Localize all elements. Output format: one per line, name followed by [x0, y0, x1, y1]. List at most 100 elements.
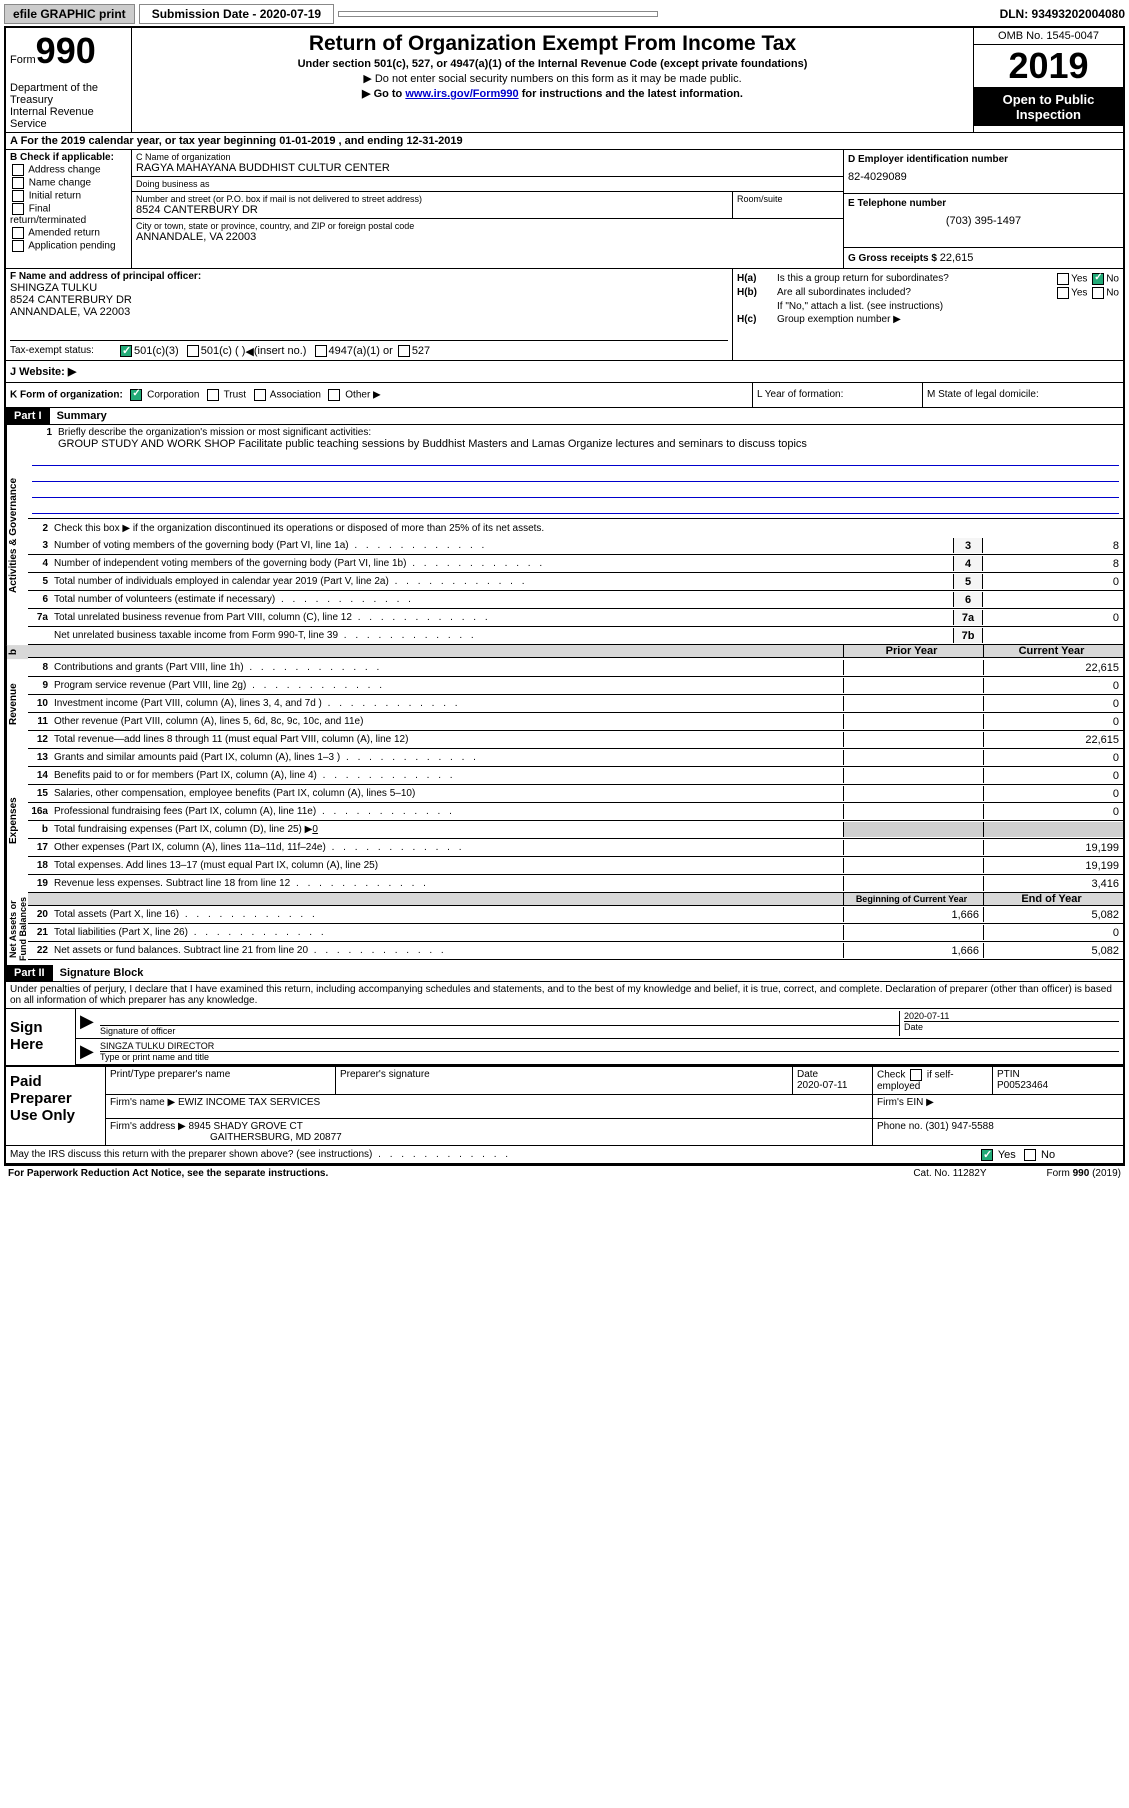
officer-city: ANNANDALE, VA 22003 [10, 306, 728, 318]
chk-assoc[interactable] [254, 389, 266, 401]
g-label: G Gross receipts $ [848, 253, 940, 264]
chk-501c[interactable] [187, 345, 199, 357]
row-klm: K Form of organization: Corporation Trus… [6, 383, 1123, 408]
instr-1: Do not enter social security numbers on … [136, 72, 969, 85]
org-name: RAGYA MAHAYANA BUDDHIST CULTUR CENTER [136, 162, 839, 174]
line-7b: Net unrelated business taxable income fr… [54, 630, 953, 641]
c13: 0 [983, 750, 1123, 765]
sign-here-section: Sign Here ▶ Signature of officer 2020-07… [6, 1009, 1123, 1065]
hc-label: H(c) [737, 314, 777, 325]
line-10: Investment income (Part VIII, column (A)… [54, 698, 843, 709]
val-7a: 0 [983, 610, 1123, 625]
line-9: Program service revenue (Part VIII, line… [54, 680, 843, 691]
officer-name-title: SINGZA TULKU DIRECTOR [100, 1041, 1119, 1051]
vtab-revenue: Revenue [6, 659, 28, 749]
main-title: Return of Organization Exempt From Incom… [136, 32, 969, 56]
paid-preparer-label: Paid Preparer Use Only [6, 1067, 106, 1145]
prior-year-hdr: Prior Year [843, 645, 983, 657]
chk-trust[interactable] [207, 389, 219, 401]
ha-no[interactable] [1092, 273, 1104, 285]
discuss-question: May the IRS discuss this return with the… [10, 1149, 979, 1160]
department: Department of the TreasuryInternal Reven… [10, 82, 127, 130]
firm-ein-label: Firm's EIN ▶ [873, 1095, 1123, 1118]
ptin-value: P00523464 [997, 1080, 1119, 1091]
form-main: Form990 Department of the TreasuryIntern… [4, 26, 1125, 1165]
b20: 1,666 [843, 907, 983, 922]
chk-app-pending[interactable]: Application pending [10, 240, 127, 252]
firm-phone: (301) 947-5588 [925, 1121, 993, 1132]
chk-name-change[interactable]: Name change [10, 177, 127, 189]
f-label: F Name and address of principal officer: [10, 271, 728, 282]
hb-yes[interactable] [1057, 287, 1069, 299]
year-formation: L Year of formation: [753, 383, 923, 407]
room-suite-label: Room/suite [733, 192, 843, 218]
c8: 22,615 [983, 660, 1123, 675]
line-1: Briefly describe the organization's miss… [58, 427, 1119, 438]
chk-other[interactable] [328, 389, 340, 401]
city-label: City or town, state or province, country… [136, 221, 839, 231]
b21 [843, 925, 983, 940]
line-3: Number of voting members of the governin… [54, 540, 953, 551]
omb-number: OMB No. 1545-0047 [974, 28, 1123, 45]
prep-date-label: Date [797, 1069, 868, 1080]
c15: 0 [983, 786, 1123, 801]
chk-527[interactable] [398, 345, 410, 357]
footer-right: Form 990 (2019) [1047, 1168, 1121, 1179]
sig-arrow-icon-2: ▶ [80, 1041, 100, 1062]
instr-2: ▶ Go to www.irs.gov/Form990 for instruct… [136, 87, 969, 100]
chk-amended[interactable]: Amended return [10, 227, 127, 239]
ha-label: H(a) [737, 273, 777, 285]
discuss-no[interactable] [1024, 1149, 1036, 1161]
top-bar: efile GRAPHIC print Submission Date - 20… [4, 4, 1125, 24]
section-fh: F Name and address of principal officer:… [6, 269, 1123, 361]
date-label: Date [904, 1021, 1119, 1032]
footer-mid: Cat. No. 11282Y [913, 1168, 986, 1179]
open-public: Open to Public Inspection [974, 88, 1123, 126]
form-label: Form [10, 54, 36, 66]
val-5: 0 [983, 574, 1123, 589]
chk-final-return[interactable]: Final return/terminated [10, 203, 127, 226]
irs-link[interactable]: www.irs.gov/Form990 [405, 88, 518, 100]
chk-corp[interactable] [130, 389, 142, 401]
line-11: Other revenue (Part VIII, column (A), li… [54, 716, 843, 727]
chk-4947[interactable] [315, 345, 327, 357]
chk-self-employed[interactable] [910, 1069, 922, 1081]
chk-address-change[interactable]: Address change [10, 164, 127, 176]
hb-no[interactable] [1092, 287, 1104, 299]
line-16b: Total fundraising expenses (Part IX, col… [54, 824, 843, 835]
line-22: Net assets or fund balances. Subtract li… [54, 945, 843, 956]
b22: 1,666 [843, 943, 983, 958]
ein-value: 82-4029089 [848, 171, 1119, 183]
ha-yes[interactable] [1057, 273, 1069, 285]
line-16a: Professional fundraising fees (Part IX, … [54, 806, 843, 817]
hb-label: H(b) [737, 287, 777, 299]
addr-label: Number and street (or P.O. box if mail i… [136, 194, 728, 204]
submission-date: Submission Date - 2020-07-19 [139, 4, 334, 24]
c17: 19,199 [983, 840, 1123, 855]
line-8: Contributions and grants (Part VIII, lin… [54, 662, 843, 673]
e22: 5,082 [983, 943, 1123, 958]
footer-left: For Paperwork Reduction Act Notice, see … [8, 1168, 328, 1179]
c-name-label: C Name of organization [136, 152, 839, 162]
c12: 22,615 [983, 732, 1123, 747]
line-19: Revenue less expenses. Subtract line 18 … [54, 878, 843, 889]
state-domicile: M State of legal domicile: [923, 383, 1123, 407]
chk-501c3[interactable] [120, 345, 132, 357]
paid-preparer-section: Paid Preparer Use Only Print/Type prepar… [6, 1065, 1123, 1145]
c10: 0 [983, 696, 1123, 711]
prep-date-value: 2020-07-11 [797, 1080, 868, 1091]
line-4: Number of independent voting members of … [54, 558, 953, 569]
ptin-label: PTIN [997, 1069, 1119, 1080]
vtab-gray1: b [6, 645, 28, 659]
chk-initial-return[interactable]: Initial return [10, 190, 127, 202]
efile-btn[interactable]: efile GRAPHIC print [4, 4, 135, 24]
discuss-yes[interactable] [981, 1149, 993, 1161]
end-year-hdr: End of Year [983, 893, 1123, 905]
line-18: Total expenses. Add lines 13–17 (must eq… [54, 860, 843, 871]
name-title-label: Type or print name and title [100, 1051, 1119, 1062]
line-15: Salaries, other compensation, employee b… [54, 788, 843, 799]
e20: 5,082 [983, 907, 1123, 922]
e21: 0 [983, 925, 1123, 940]
val-3: 8 [983, 538, 1123, 553]
officer-addr: 8524 CANTERBURY DR [10, 294, 728, 306]
